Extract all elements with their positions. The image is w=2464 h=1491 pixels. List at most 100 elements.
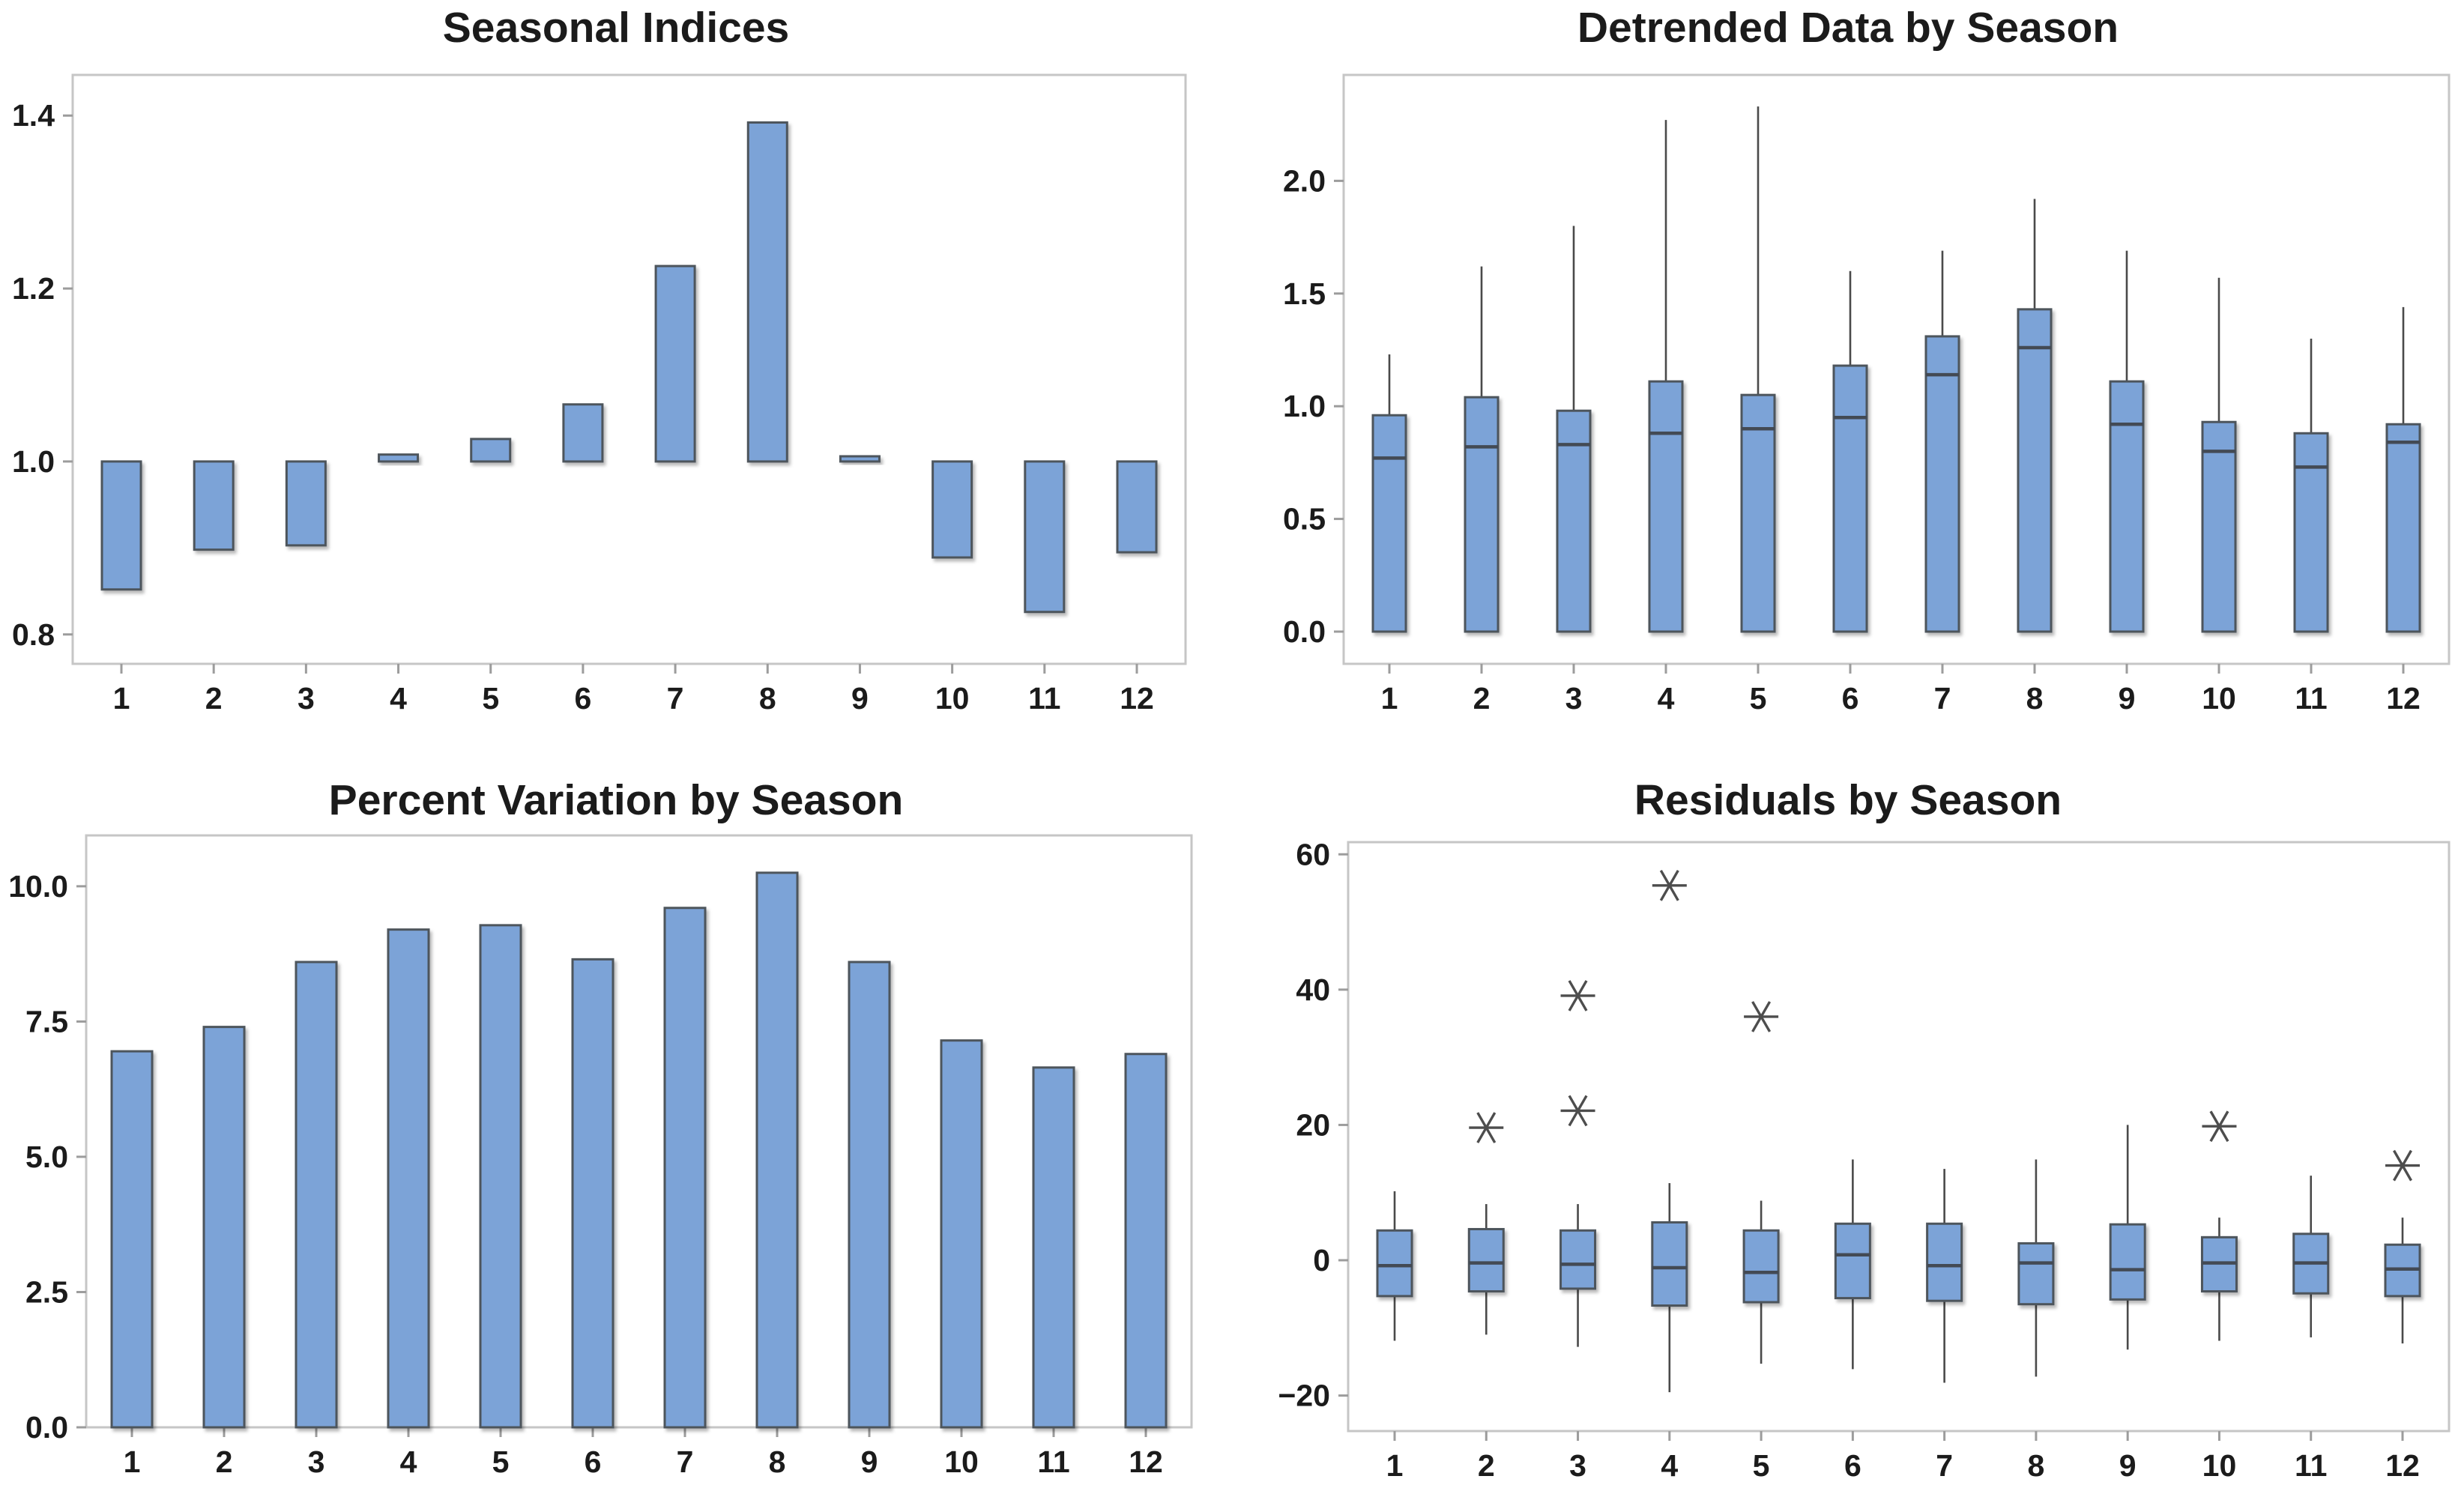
x-tick-label: 2: [1478, 1448, 1495, 1483]
bar: [1032, 1066, 1075, 1429]
y-tick-label: 2.5: [25, 1274, 68, 1309]
outlier-asterisk: [1560, 1095, 1595, 1127]
x-tick-label: 7: [677, 1445, 694, 1479]
y-tick-label: 1.0: [12, 444, 55, 479]
x-tick-label: 7: [1934, 681, 1951, 716]
x-tick-label: 3: [1569, 1448, 1586, 1483]
x-tick-label: 9: [2119, 1448, 2137, 1483]
chart-title-percent-variation: Percent Variation by Season: [328, 776, 904, 824]
bar: [100, 460, 142, 591]
y-tick-label: 0: [1313, 1243, 1330, 1277]
chart-title-seasonal-indices: Seasonal Indices: [442, 4, 790, 52]
x-tick-label: 2: [216, 1445, 233, 1479]
box: [1556, 409, 1592, 633]
bar: [839, 455, 881, 463]
bar: [193, 460, 235, 551]
outlier-asterisk: [1744, 1001, 1779, 1032]
y-tick-label: 2.0: [1283, 163, 1326, 198]
outlier-asterisk: [1652, 869, 1687, 901]
bar: [479, 924, 522, 1429]
box: [2385, 423, 2421, 633]
box: [2017, 308, 2053, 633]
bar: [470, 438, 512, 463]
x-tick-label: 4: [390, 681, 407, 716]
x-tick-label: 1: [113, 681, 130, 716]
plot-frame: [1347, 841, 2451, 1433]
plot-frame: [1342, 73, 2451, 665]
outlier-asterisk: [1469, 1112, 1504, 1143]
bar: [746, 121, 788, 463]
box: [1376, 1229, 1413, 1298]
x-tick-label: 1: [1381, 681, 1398, 716]
x-tick-label: 6: [585, 1445, 602, 1479]
x-tick-label: 9: [851, 681, 869, 716]
plot-frame: [85, 834, 1193, 1429]
x-tick-label: 3: [308, 1445, 325, 1479]
percent-variation-plot: 0.02.55.07.510.01 2 3 4 5 6 7 8 9 10 11 12: [8, 834, 1193, 1479]
x-tick-label: 9: [861, 1445, 878, 1479]
bar: [848, 961, 891, 1429]
x-tick-label: 1: [1386, 1448, 1404, 1483]
x-tick-label: 8: [759, 681, 776, 716]
x-tick-label: 12: [2386, 681, 2421, 716]
y-tick-label: 60: [1296, 837, 1330, 871]
y-tick-label: 0.5: [1283, 502, 1326, 536]
x-tick-label: 5: [1750, 681, 1767, 716]
box: [2109, 1223, 2146, 1301]
y-tick-label: 0.8: [12, 617, 55, 652]
bar: [931, 460, 973, 559]
x-tick-label: 12: [1120, 681, 1154, 716]
x-tick-label: 10: [2202, 1448, 2237, 1483]
box: [1832, 364, 1868, 633]
x-tick-label: 9: [2119, 681, 2136, 716]
x-tick-label: 12: [2385, 1448, 2420, 1483]
outlier-asterisk: [2202, 1110, 2237, 1143]
bar: [940, 1039, 983, 1429]
chart-title-detrended-data: Detrended Data by Season: [1577, 4, 2119, 52]
panel-percent-variation: 0.0 2.5 5.0 7.5 10.0 1 2 3 4 5 6 7 8 9 10 11 12 Percent …: [0, 746, 1232, 1491]
bar: [1024, 460, 1066, 614]
x-tick-label: 10: [935, 681, 970, 716]
box: [2293, 432, 2329, 633]
box: [1924, 335, 1960, 633]
outlier-asterisk: [1560, 980, 1595, 1011]
box: [1740, 393, 1776, 633]
panel-seasonal-indices: 0.8 1.0 1.2 1.4 1 2 3 4 5 6 7 8 9 10 11 12 Seasonal Ind…: [0, 0, 1232, 746]
box: [1834, 1222, 1871, 1300]
box: [1651, 1221, 1688, 1307]
x-tick-label: 6: [1842, 681, 1859, 716]
y-tick-label: 1.0: [1283, 389, 1326, 423]
bar: [378, 453, 420, 463]
x-tick-label: 7: [1936, 1448, 1953, 1483]
x-tick-label: 11: [2295, 681, 2327, 716]
x-tick-label: 4: [400, 1445, 417, 1479]
bar: [1116, 460, 1158, 554]
y-tick-label: 1.4: [12, 98, 55, 133]
x-tick-label: 8: [2028, 1448, 2045, 1483]
bar: [295, 961, 338, 1429]
box: [1464, 396, 1500, 633]
x-tick-label: 2: [1473, 681, 1491, 716]
bar: [110, 1050, 154, 1429]
bar: [285, 460, 327, 547]
y-tick-label: 40: [1296, 973, 1330, 1007]
x-tick-label: 11: [1028, 681, 1060, 716]
bar: [1124, 1053, 1168, 1429]
bar: [663, 907, 707, 1429]
bar: [755, 871, 799, 1429]
y-tick-label: 0.0: [1283, 614, 1326, 649]
x-tick-label: 6: [575, 681, 592, 716]
box: [2201, 420, 2237, 633]
bar: [571, 958, 615, 1429]
box: [1559, 1229, 1597, 1290]
box: [2017, 1242, 2055, 1306]
x-tick-label: 4: [1658, 681, 1675, 716]
x-tick-label: 8: [2026, 681, 2044, 716]
x-tick-label: 8: [769, 1445, 786, 1479]
box: [1648, 380, 1684, 633]
chart-title-residuals: Residuals by Season: [1634, 776, 2062, 824]
x-tick-label: 1: [124, 1445, 141, 1479]
box: [2109, 380, 2145, 633]
x-tick-label: 11: [2295, 1448, 2327, 1483]
